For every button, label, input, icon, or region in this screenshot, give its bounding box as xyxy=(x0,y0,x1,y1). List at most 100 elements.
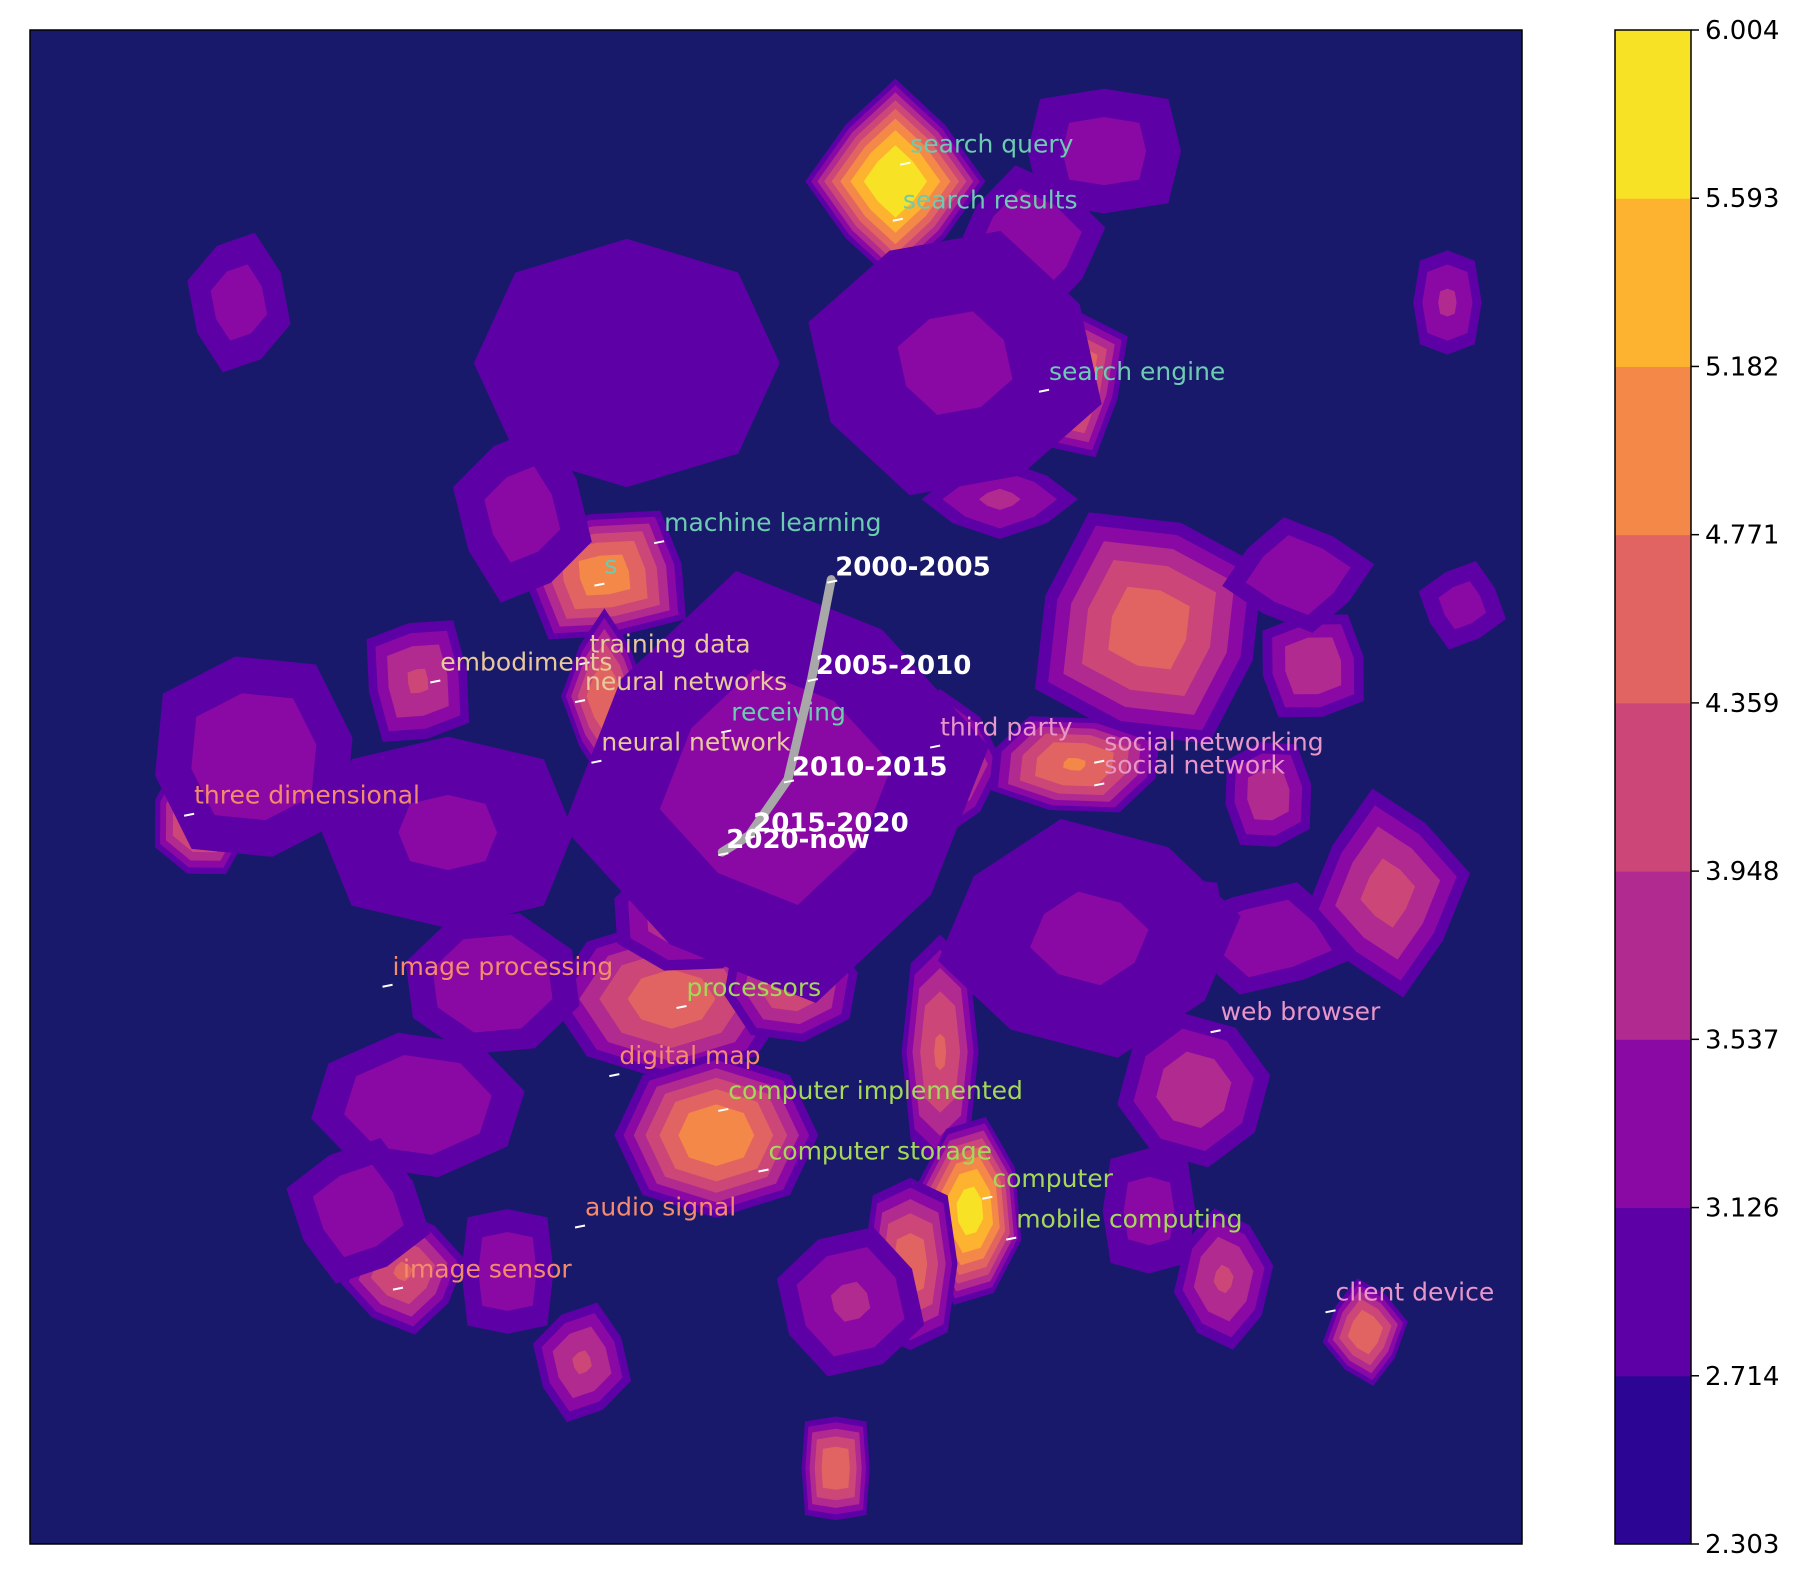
term-label: image sensor xyxy=(403,1255,572,1284)
term-label: mobile computing xyxy=(1016,1205,1242,1234)
colorbar-band xyxy=(1615,198,1691,367)
density-band xyxy=(897,311,1013,415)
colorbar-band xyxy=(1615,702,1691,872)
colorbar-tick-label: 3.948 xyxy=(1705,857,1779,887)
density-band xyxy=(978,488,1021,510)
term-label: social network xyxy=(1104,750,1285,779)
density-peak xyxy=(405,913,580,1055)
density-peak xyxy=(777,1227,925,1377)
term-marker xyxy=(758,1168,769,1173)
term-marker xyxy=(1038,388,1050,393)
colorbar-band xyxy=(1615,871,1691,1040)
density-band xyxy=(1347,1309,1383,1355)
trajectory-point xyxy=(718,852,729,857)
term-label: computer implemented xyxy=(728,1076,1023,1105)
term-label: third party xyxy=(940,713,1073,742)
term-marker xyxy=(183,812,195,817)
term-label: audio signal xyxy=(585,1193,736,1222)
density-band xyxy=(398,794,498,870)
trajectory-label: 2010-2015 xyxy=(792,752,948,782)
term-marker xyxy=(676,1005,687,1009)
term-marker xyxy=(929,744,941,749)
term-label: receiving xyxy=(731,697,846,726)
trajectory-line xyxy=(717,575,836,857)
density-peak xyxy=(808,230,1102,496)
trajectory-point xyxy=(783,779,795,784)
density-peak xyxy=(614,1052,819,1218)
trajectory-label: 2000-2005 xyxy=(835,553,991,583)
density-peak xyxy=(461,1209,554,1334)
density-peak xyxy=(1117,1012,1271,1168)
density-peak xyxy=(938,819,1241,1058)
density-peak xyxy=(473,238,780,488)
density-peak xyxy=(1418,561,1506,650)
density-peak xyxy=(1035,512,1263,744)
density-band xyxy=(934,1033,947,1071)
trajectory-point xyxy=(807,678,819,682)
term-label: computer storage xyxy=(769,1137,993,1166)
term-marker xyxy=(892,217,904,222)
term-marker xyxy=(579,661,590,666)
density-peak xyxy=(989,716,1160,813)
term-marker xyxy=(721,729,732,734)
density-peak xyxy=(563,571,989,1003)
density-peak xyxy=(1222,517,1375,633)
term-label: client device xyxy=(1336,1277,1495,1306)
term-label: processors xyxy=(686,973,821,1002)
density-band xyxy=(312,1164,404,1258)
density-band xyxy=(1247,768,1290,821)
density-band xyxy=(210,264,268,341)
term-label: search query xyxy=(910,130,1073,159)
term-marker xyxy=(1210,1029,1221,1034)
density-band xyxy=(484,466,561,563)
density-band xyxy=(1285,637,1342,695)
colorbar-tick-label: 2.714 xyxy=(1705,1362,1779,1392)
colorbar-frame xyxy=(1614,29,1692,1545)
density-band xyxy=(956,1186,984,1236)
density-peak xyxy=(533,1302,632,1423)
term-marker xyxy=(574,699,586,704)
density-peak xyxy=(321,736,574,929)
term-label: embodiments xyxy=(440,647,612,676)
term-label: computer xyxy=(992,1164,1113,1193)
term-label: digital map xyxy=(619,1041,760,1070)
term-marker xyxy=(653,540,665,545)
trajectory-label: 2015-2020 xyxy=(753,808,909,838)
trajectory-point xyxy=(827,579,838,584)
term-label: image processing xyxy=(393,952,614,981)
density-peak xyxy=(1262,614,1364,718)
density-peak xyxy=(1413,250,1482,355)
colorbar-tick-label: 3.537 xyxy=(1705,1025,1779,1055)
density-band xyxy=(578,554,631,596)
term-marker xyxy=(430,679,441,684)
colorbar-band xyxy=(1615,30,1691,199)
density-band xyxy=(478,1232,537,1311)
density-band xyxy=(1030,891,1149,986)
density-peak xyxy=(1225,742,1312,847)
term-marker xyxy=(718,1107,729,1112)
colorbar-tick-label: 2.303 xyxy=(1705,1530,1779,1560)
colorbar-band xyxy=(1615,534,1691,704)
density-band xyxy=(1063,758,1086,771)
colorbar-tick-label: 5.182 xyxy=(1705,352,1779,382)
density-band xyxy=(627,969,716,1029)
density-peak xyxy=(286,1138,431,1284)
term-label: training data xyxy=(590,629,751,658)
density-band xyxy=(1438,288,1457,317)
trajectory-point xyxy=(744,835,756,840)
colorbar-tick-label: 5.593 xyxy=(1705,184,1779,214)
density-peak xyxy=(155,656,353,857)
term-label: s xyxy=(604,551,617,580)
plot-area: search query search results search engine m… xyxy=(29,29,1523,1545)
term-marker xyxy=(982,1195,993,1200)
term-marker xyxy=(1325,1309,1336,1314)
trajectory-label: 2005-2010 xyxy=(816,651,972,681)
term-label: neural networks xyxy=(585,667,787,696)
term-label: web browser xyxy=(1221,997,1381,1026)
term-label: search results xyxy=(903,186,1078,215)
density-peak xyxy=(1027,88,1181,214)
time-trajectory: 2000-2005 2005-2010 2010-2015 2015-20202020… xyxy=(717,553,991,857)
term-marker xyxy=(609,1073,620,1078)
colorbar-tick-label: 3.126 xyxy=(1705,1194,1779,1224)
